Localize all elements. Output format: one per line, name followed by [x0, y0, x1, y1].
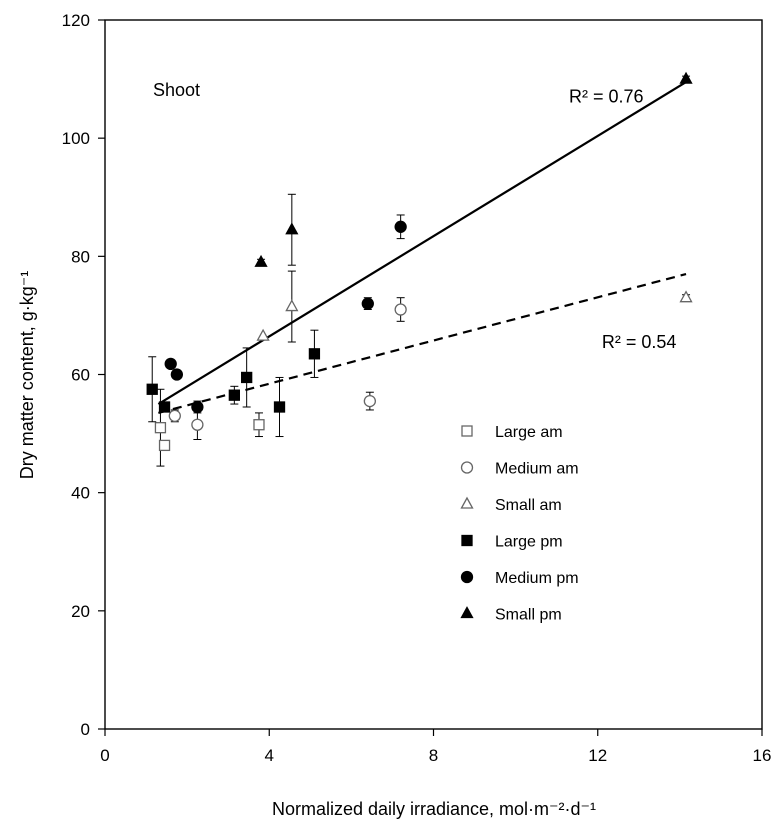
data-point [394, 303, 407, 316]
legend-label: Medium pm [495, 570, 579, 587]
series-medium-pm [164, 214, 407, 414]
y-tick-label-2: 40 [71, 484, 90, 503]
series-large-am [154, 388, 265, 467]
legend-marker [460, 461, 474, 474]
legend: Large am Medium am Small am Large pm Medium … [460, 424, 579, 624]
x-tick-label-3: 12 [588, 746, 607, 765]
data-point [254, 254, 268, 267]
data-point [170, 368, 184, 381]
data-point [361, 297, 374, 310]
data-point [679, 71, 693, 84]
legend-marker [460, 496, 474, 509]
y-axis-title: Dry matter content, g·kg⁻¹ [17, 271, 37, 480]
legend-label: Small am [495, 497, 562, 514]
data-point [363, 394, 377, 408]
legend-item-small-pm: Small pm [460, 606, 562, 624]
data-point [285, 222, 299, 235]
x-axis-title: Normalized daily irradiance, mol·m⁻²·d⁻¹ [272, 799, 596, 819]
data-point [158, 401, 171, 413]
legend-marker [460, 606, 474, 619]
data-point [228, 389, 240, 401]
y-tick-label-4: 80 [71, 247, 90, 266]
data-point [679, 290, 693, 303]
series-medium-am [168, 297, 407, 440]
data-point [285, 299, 299, 312]
data-points [146, 71, 693, 467]
y-tick-label-1: 20 [71, 602, 90, 621]
legend-marker [461, 425, 473, 437]
x-tick-label-0: 0 [100, 746, 109, 765]
data-point [191, 418, 204, 431]
trendline-solid [157, 81, 687, 405]
legend-item-medium-am: Medium am [460, 461, 579, 478]
legend-label: Large am [495, 424, 563, 441]
y-tick-label-6: 120 [62, 11, 90, 30]
data-point [273, 401, 286, 413]
trendline-label-0: R² = 0.76 [569, 87, 644, 107]
series-small-am [256, 270, 693, 343]
x-tick-label-1: 4 [265, 746, 274, 765]
legend-label: Small pm [495, 607, 562, 624]
data-point [253, 419, 265, 431]
trendlines: R² = 0.76 R² = 0.54 [157, 81, 687, 414]
data-point [168, 409, 181, 423]
legend-marker [460, 570, 474, 584]
y-tick-label-0: 0 [81, 720, 90, 739]
legend-marker [461, 534, 473, 547]
series-small-pm [254, 71, 693, 267]
data-point [154, 422, 167, 434]
data-point [191, 400, 204, 414]
legend-label: Medium am [495, 461, 579, 478]
data-point [394, 220, 407, 233]
data-point [256, 328, 270, 341]
plot-frame [104, 19, 763, 730]
x-tick-label-2: 8 [429, 746, 438, 765]
legend-item-small-am: Small am [460, 496, 562, 514]
y-tick-label-3: 60 [71, 366, 90, 385]
y-tick-label-5: 100 [62, 129, 90, 148]
legend-item-large-am: Large am [461, 424, 563, 441]
data-point [241, 371, 253, 384]
trendline-label-1: R² = 0.54 [602, 332, 677, 352]
data-point [158, 439, 171, 452]
data-point [164, 357, 177, 371]
series-large-pm [146, 329, 321, 438]
legend-item-medium-pm: Medium pm [460, 570, 579, 587]
axes: 0 4 8 12 16 0 20 40 60 80 100 120 [62, 11, 772, 765]
panel-label: Shoot [153, 80, 200, 100]
x-tick-label-4: 16 [753, 746, 772, 765]
data-point [308, 348, 321, 360]
data-point [146, 383, 158, 395]
legend-item-large-pm: Large pm [461, 534, 563, 551]
legend-label: Large pm [495, 534, 563, 551]
